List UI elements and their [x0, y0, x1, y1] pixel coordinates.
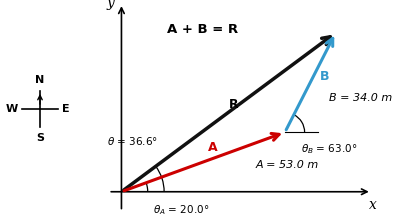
Text: A: A: [208, 141, 218, 154]
Text: A + B = R: A + B = R: [167, 23, 238, 36]
Text: W: W: [6, 104, 18, 114]
Text: $\theta_B$ = 63.0°: $\theta_B$ = 63.0°: [301, 142, 358, 156]
Text: R: R: [229, 97, 239, 111]
Text: x: x: [369, 198, 377, 212]
Text: $\theta$ = 36.6°: $\theta$ = 36.6°: [107, 135, 158, 147]
Text: y: y: [107, 0, 115, 10]
Text: S: S: [36, 133, 44, 143]
Text: B = 34.0 m: B = 34.0 m: [329, 93, 392, 103]
Text: B: B: [320, 70, 330, 83]
Text: $\theta_A$ = 20.0°: $\theta_A$ = 20.0°: [153, 203, 209, 217]
Text: A = 53.0 m: A = 53.0 m: [256, 160, 319, 170]
Text: E: E: [62, 104, 70, 114]
Text: N: N: [35, 75, 45, 85]
